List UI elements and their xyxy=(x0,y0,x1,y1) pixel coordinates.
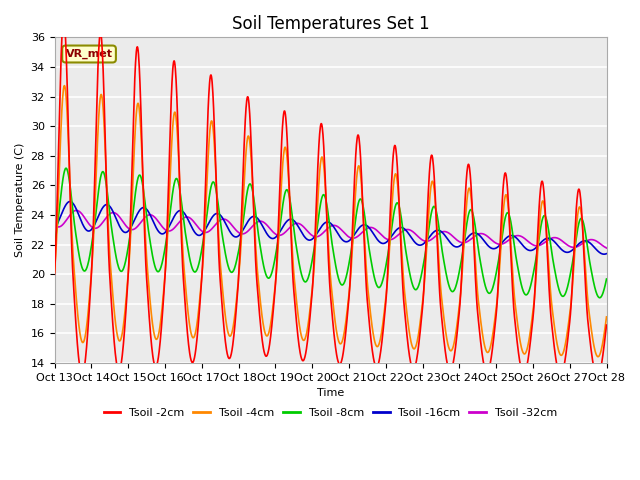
Y-axis label: Soil Temperature (C): Soil Temperature (C) xyxy=(15,143,25,257)
Legend: Tsoil -2cm, Tsoil -4cm, Tsoil -8cm, Tsoil -16cm, Tsoil -32cm: Tsoil -2cm, Tsoil -4cm, Tsoil -8cm, Tsoi… xyxy=(99,404,562,422)
X-axis label: Time: Time xyxy=(317,388,344,398)
Text: VR_met: VR_met xyxy=(65,49,113,59)
Title: Soil Temperatures Set 1: Soil Temperatures Set 1 xyxy=(232,15,429,33)
